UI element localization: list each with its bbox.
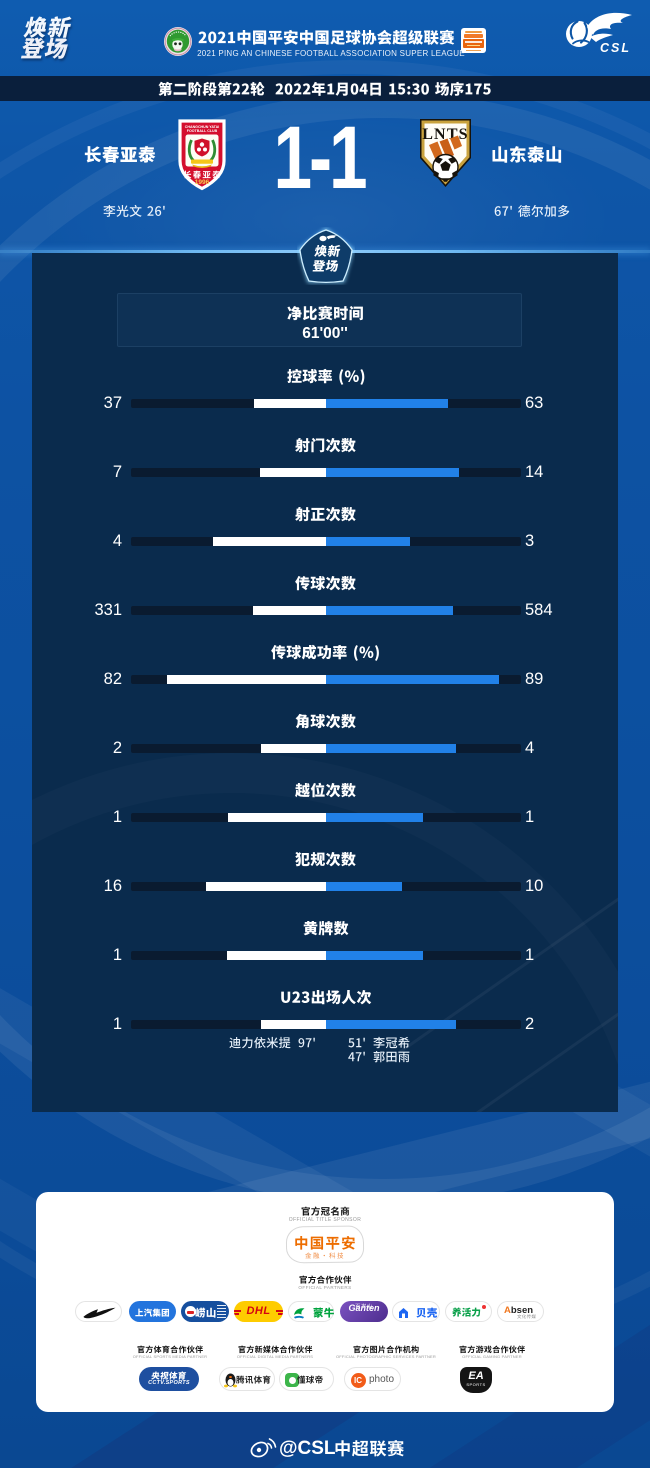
svg-text:FOOTBALL CLUB: FOOTBALL CLUB (187, 129, 218, 133)
svg-text:CHANGCHUN YATAI: CHANGCHUN YATAI (185, 125, 219, 129)
svg-text:CSL: CSL (600, 41, 631, 55)
